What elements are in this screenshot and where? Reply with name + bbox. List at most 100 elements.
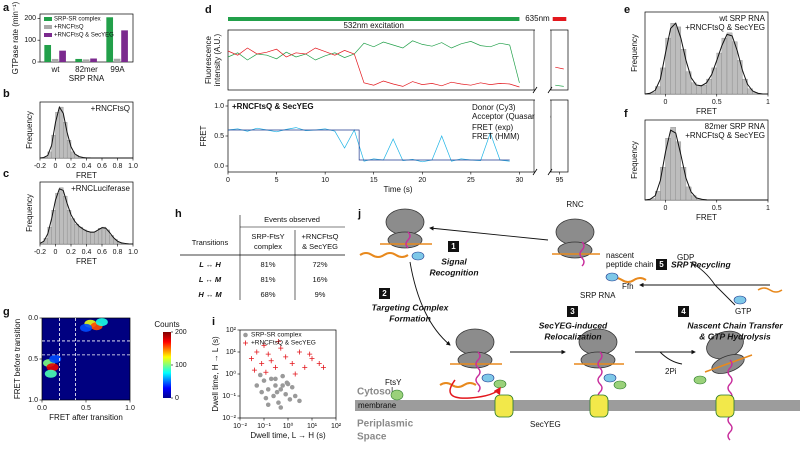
label: Cytosol xyxy=(357,387,394,398)
diagram-shape xyxy=(493,379,507,389)
data-line xyxy=(227,40,564,87)
label: Transitions xyxy=(192,238,229,247)
ribosomes xyxy=(385,208,745,374)
panel-letter: b xyxy=(3,88,10,100)
point xyxy=(251,367,257,373)
excitation-label: 532nm excitation xyxy=(343,21,403,30)
heat-spot xyxy=(80,323,92,332)
label: H ↔ M xyxy=(198,290,222,299)
heat-spot xyxy=(44,369,57,378)
x-tick-label: 1.0 xyxy=(128,163,138,170)
ftsy xyxy=(390,375,707,401)
bar xyxy=(44,44,52,62)
y-tick-label: 0 xyxy=(32,59,36,66)
x-tick-label: 0 xyxy=(664,205,668,212)
diagram-shape xyxy=(715,394,735,418)
legend-label: +RNCFtsQ xyxy=(54,25,84,31)
diagram-shape xyxy=(555,218,595,246)
diagram-shape xyxy=(457,351,493,369)
data-line xyxy=(228,129,510,161)
legend-label: SRP-SR complex xyxy=(251,332,302,339)
label: Relocalization xyxy=(544,331,601,341)
inner-label: +RNCFtsQ & SecYEG xyxy=(232,102,314,111)
excitation-bar xyxy=(552,17,567,21)
point xyxy=(280,373,285,379)
point xyxy=(289,361,295,367)
x-axis-label: Time (s) xyxy=(383,185,412,194)
histogram-bar xyxy=(726,32,733,95)
label: SRP-FtsY xyxy=(251,232,284,241)
label: Ffh xyxy=(622,282,634,291)
break-mark xyxy=(532,86,538,94)
label: 1 xyxy=(451,242,456,251)
step-box xyxy=(567,306,578,317)
panel-letter: e xyxy=(624,4,630,16)
secyeg-channels xyxy=(494,394,735,418)
x-tick-label: 1.0 xyxy=(125,405,135,412)
label: SecYEG xyxy=(530,420,561,429)
x-tick-label: 0.8 xyxy=(113,249,123,256)
label: SRP RNA xyxy=(580,291,616,300)
break-mark xyxy=(532,168,538,176)
label: Targeting Complex xyxy=(372,302,450,312)
histogram-bar xyxy=(721,37,728,95)
colorbar-tick-label: 200 xyxy=(175,329,187,336)
axis-break xyxy=(535,99,550,173)
diagram-shape xyxy=(689,261,716,286)
diagram-shape xyxy=(411,251,425,261)
histogram-bar xyxy=(51,134,56,159)
x-tick-label: wt xyxy=(51,65,61,74)
diagram-shape xyxy=(757,287,783,293)
x-axis-label: Dwell time, L → H (s) xyxy=(250,431,326,440)
histogram-bar xyxy=(70,151,76,159)
colorbar xyxy=(163,332,171,398)
histogram-bar xyxy=(66,210,72,245)
label: +RNCFtsQ xyxy=(302,232,339,241)
panel-letter: g xyxy=(3,306,10,318)
histogram-bar xyxy=(670,127,676,201)
annotation: +RNCFtsQ & SecYEG xyxy=(685,23,765,32)
fit-line xyxy=(39,188,133,245)
diagram-shape xyxy=(557,241,593,259)
label: 2 xyxy=(382,289,387,298)
point xyxy=(296,349,302,355)
point xyxy=(292,371,298,377)
panel-letter: a xyxy=(3,2,10,14)
histogram-bar xyxy=(97,228,103,245)
point xyxy=(297,398,302,404)
srp-proteins xyxy=(411,251,747,383)
x-axis-label: SRP RNA xyxy=(69,74,105,83)
y-axis-label: Frequency xyxy=(25,111,34,149)
x-tick-label: 0 xyxy=(54,163,58,170)
panel-letter: d xyxy=(205,4,212,16)
y-tick-label: 10¹ xyxy=(226,349,237,356)
legend-marker xyxy=(243,340,248,346)
bar xyxy=(106,17,114,62)
histogram-bar xyxy=(55,193,60,245)
panel-letter: h xyxy=(175,208,182,220)
x-axis-label: FRET xyxy=(696,213,717,222)
colorbar-label: Counts xyxy=(154,320,179,329)
data-line xyxy=(227,47,564,88)
colorbar-tick-label: 100 xyxy=(175,362,187,369)
bar xyxy=(113,58,121,62)
y-tick-label: 10⁻¹ xyxy=(222,393,236,400)
y-axis-label: intensity (A.U.) xyxy=(213,33,222,86)
histogram-bar xyxy=(660,67,666,95)
point xyxy=(275,339,281,345)
panel-letter: c xyxy=(3,168,9,180)
diagram-shape xyxy=(603,373,617,383)
point xyxy=(289,384,295,390)
bar xyxy=(59,50,66,62)
x-tick-label: 25 xyxy=(467,177,475,184)
label: Signal xyxy=(441,256,467,266)
diagram-shape xyxy=(597,351,603,401)
point xyxy=(274,389,280,395)
diagram-shape xyxy=(704,354,753,373)
legend-swatch xyxy=(44,17,52,21)
point xyxy=(278,387,284,392)
label: & SecYEG xyxy=(302,242,338,251)
diagram-shape xyxy=(385,208,425,236)
x-tick-label: 0.0 xyxy=(37,405,47,412)
